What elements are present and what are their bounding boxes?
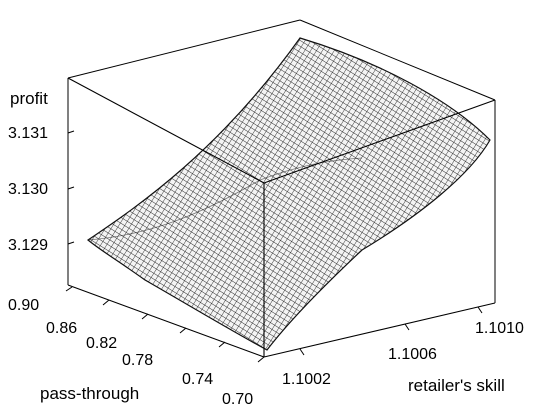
x-tick-label-5: 0.70: [222, 391, 253, 408]
x-tick-mark-4: [218, 341, 226, 348]
box-edge-bottom-left: [67, 284, 265, 358]
x-tick-mark-2: [141, 313, 149, 320]
box-edge-top-front-right: [263, 99, 496, 184]
z-tick-label-0: 3.129: [8, 237, 48, 254]
y-axis-title: retailer's skill: [408, 376, 505, 395]
y-tick-label-0: 1.1002: [282, 371, 331, 388]
y-tick-mark-1: [404, 323, 410, 331]
z-tick-mark-0: [67, 241, 75, 245]
box-front-edges: [67, 77, 496, 358]
z-axis-title: profit: [10, 89, 48, 108]
x-tick-label-3: 0.78: [122, 352, 153, 369]
box-edge-bottom-right: [263, 302, 496, 358]
y-tick-label-2: 1.1010: [475, 320, 524, 337]
x-axis-title: pass-through: [40, 384, 139, 403]
x-tick-mark-3: [179, 327, 187, 334]
box-edge-top-right: [299, 19, 496, 101]
x-tick-label-0: 0.90: [8, 297, 39, 314]
y-axis: [299, 306, 483, 356]
box-edge-top-front-left: [67, 77, 265, 184]
y-tick-label-1: 1.1006: [388, 346, 437, 363]
box-back-edges: [67, 19, 496, 303]
x-tick-mark-0: [65, 286, 73, 292]
z-tick-mark-2: [67, 130, 75, 134]
box-edge-top-left: [67, 19, 301, 79]
y-tick-mark-0: [299, 348, 305, 356]
y-tick-mark-2: [477, 306, 483, 314]
x-tick-label-2: 0.82: [86, 335, 117, 352]
x-axis: [65, 286, 265, 363]
surface-ridge: [87, 157, 363, 241]
surface-mesh: [87, 37, 491, 351]
x-tick-label-1: 0.86: [46, 320, 77, 337]
z-tick-label-2: 3.131: [8, 125, 48, 142]
x-tick-label-4: 0.74: [182, 371, 213, 388]
z-tick-label-1: 3.130: [8, 181, 48, 198]
x-tick-mark-1: [102, 299, 110, 306]
z-tick-mark-1: [67, 186, 75, 190]
z-axis: [67, 130, 75, 245]
x-tick-mark-5: [257, 356, 265, 363]
